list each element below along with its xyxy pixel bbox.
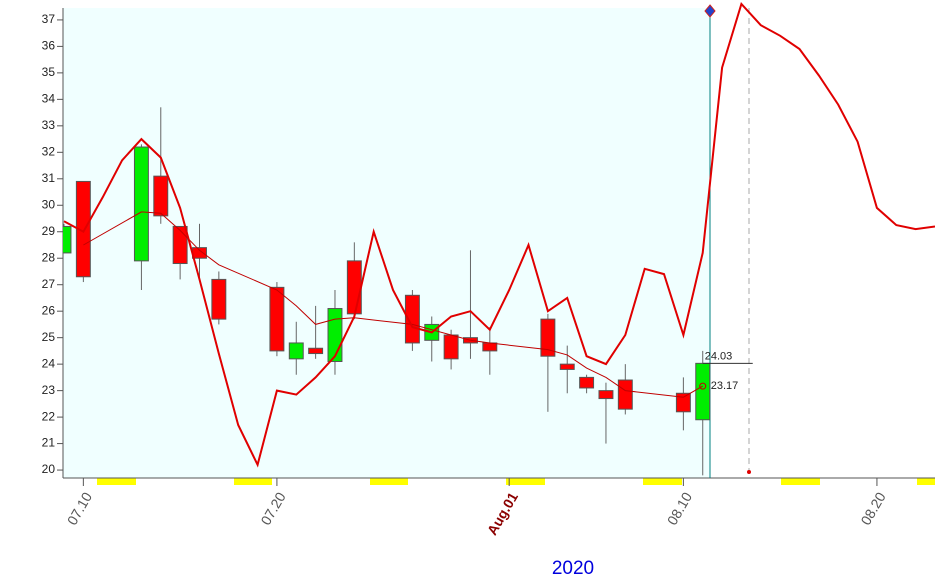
y-tick-label: 32 <box>42 144 56 158</box>
candle-body <box>404 294 420 344</box>
candle-body <box>192 247 207 259</box>
candle-body <box>346 260 362 315</box>
candle-body <box>482 342 498 352</box>
y-tick-label: 21 <box>42 436 56 450</box>
peak-marker <box>747 470 751 474</box>
candle-body <box>675 392 691 413</box>
candle-body <box>559 363 575 370</box>
y-tick-label: 28 <box>42 250 56 264</box>
y-tick-label: 24 <box>42 356 56 370</box>
candle-body <box>695 362 711 421</box>
y-tick-label: 27 <box>42 277 56 291</box>
candle-body <box>443 334 459 360</box>
candle-body <box>63 225 72 254</box>
y-tick-label: 30 <box>42 197 56 211</box>
y-tick-label: 37 <box>42 12 56 26</box>
y-tick-label: 34 <box>42 92 56 106</box>
x-axis-title: 2020 <box>552 558 594 579</box>
y-tick-label: 22 <box>42 409 56 423</box>
candle-body <box>327 308 343 362</box>
candle-body <box>172 225 188 265</box>
y-tick-label: 31 <box>42 171 56 185</box>
average-line <box>83 211 703 398</box>
y-tick-label: 25 <box>42 330 56 344</box>
y-tick-label: 26 <box>42 303 56 317</box>
candle-body <box>617 379 633 410</box>
forecast-line <box>63 2 935 468</box>
y-tick-label: 33 <box>42 118 56 132</box>
y-tick-label: 23 <box>42 383 56 397</box>
weekend-markers <box>97 478 935 485</box>
y-tick-label: 36 <box>42 39 56 53</box>
candle-body <box>579 376 595 389</box>
candle-body <box>308 347 324 355</box>
x-tick-label: 07.20 <box>257 489 288 528</box>
candle-body <box>269 286 285 352</box>
candle-body <box>598 390 614 400</box>
plot <box>63 2 935 476</box>
candle-body <box>540 318 556 357</box>
average-marker <box>699 382 707 390</box>
x-tick-label: 08.10 <box>664 489 695 528</box>
y-tick-label: 29 <box>42 224 56 238</box>
candle-body <box>75 180 91 278</box>
x-tick-label: 07.10 <box>64 489 95 528</box>
candle-body <box>211 278 227 320</box>
candle-body <box>288 342 304 360</box>
candle-body <box>133 146 149 262</box>
average-label: 23.17 <box>711 380 739 392</box>
history-area <box>63 8 710 478</box>
last-close-label: 24.03 <box>705 350 733 362</box>
candle-body <box>153 175 169 217</box>
y-tick-label: 20 <box>42 462 56 476</box>
today-marker <box>704 4 716 18</box>
x-tick-label: Aug.01 <box>484 489 521 538</box>
x-tick-label: 08.20 <box>857 489 888 528</box>
y-tick-label: 35 <box>42 65 56 79</box>
